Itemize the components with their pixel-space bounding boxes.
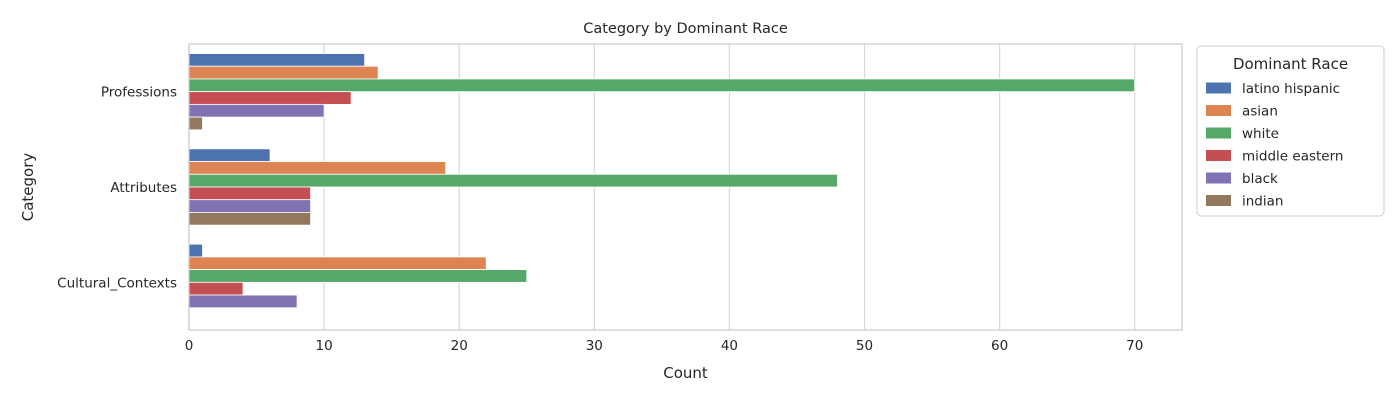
bar-attributes-latino-hispanic <box>188 148 271 162</box>
bar-cultural-contexts-white <box>188 269 528 283</box>
y-tick-label: Cultural_Contexts <box>57 275 177 291</box>
x-axis-label: Count <box>663 364 708 382</box>
legend-label-latino-hispanic: latino hispanic <box>1242 81 1340 97</box>
y-tick-label: Attributes <box>110 180 177 196</box>
legend-label-black: black <box>1242 171 1278 187</box>
x-tick-label: 30 <box>586 338 603 354</box>
y-tick-labels: Professions Attributes Cultural_Contexts <box>57 85 177 292</box>
bar-professions-white <box>188 78 1136 93</box>
legend-label-indian: indian <box>1242 194 1283 210</box>
bars <box>188 53 1136 309</box>
bar-attributes-black <box>188 199 311 213</box>
x-tick-label: 0 <box>185 338 194 354</box>
bar-cultural-contexts-asian <box>188 256 487 271</box>
x-tick-label: 60 <box>991 338 1008 354</box>
bar-attributes-asian <box>188 161 447 175</box>
bar-attributes-white <box>188 173 838 188</box>
bar-professions-latino-hispanic <box>188 53 366 67</box>
bar-cultural-contexts-black <box>188 294 298 309</box>
legend-swatch-asian <box>1206 105 1231 116</box>
bar-cultural-contexts-middle-eastern <box>188 281 244 296</box>
y-axis-label: Category <box>19 153 37 222</box>
legend-items: latino hispanic asian white middle eastern b… <box>1206 81 1343 210</box>
bar-cultural-contexts-latino-hispanic <box>188 243 203 258</box>
bar-professions-indian <box>188 116 203 131</box>
legend-swatch-white <box>1206 127 1231 139</box>
x-tick-labels: 0 10 20 30 40 50 60 70 <box>185 338 1144 354</box>
x-tick-label: 20 <box>451 338 468 354</box>
legend-label-asian: asian <box>1242 104 1278 120</box>
legend-swatch-middle-eastern <box>1206 150 1231 161</box>
x-tick-label: 40 <box>721 338 738 354</box>
bar-professions-asian <box>188 65 379 80</box>
bar-professions-middle-eastern <box>188 91 352 105</box>
legend-box <box>1196 45 1385 217</box>
legend-swatch-latino-hispanic <box>1206 82 1231 94</box>
legend-label-middle-eastern: middle eastern <box>1242 149 1343 165</box>
x-tick-label: 70 <box>1126 338 1143 354</box>
x-tick-label: 10 <box>316 338 333 354</box>
plot-frame <box>188 43 1183 331</box>
legend-label-white: white <box>1242 126 1279 142</box>
bar-professions-black <box>188 103 325 118</box>
x-tick-label: 50 <box>856 338 873 354</box>
bar-attributes-middle-eastern <box>188 186 311 201</box>
bar-attributes-indian <box>188 212 311 226</box>
legend: Dominant Race latino hispanic asian white m… <box>1196 45 1385 217</box>
legend-title: Dominant Race <box>1233 55 1348 73</box>
chart-title: Category by Dominant Race <box>583 21 788 37</box>
y-tick-label: Professions <box>101 85 177 101</box>
legend-swatch-indian <box>1206 195 1231 206</box>
legend-swatch-black <box>1206 172 1231 184</box>
